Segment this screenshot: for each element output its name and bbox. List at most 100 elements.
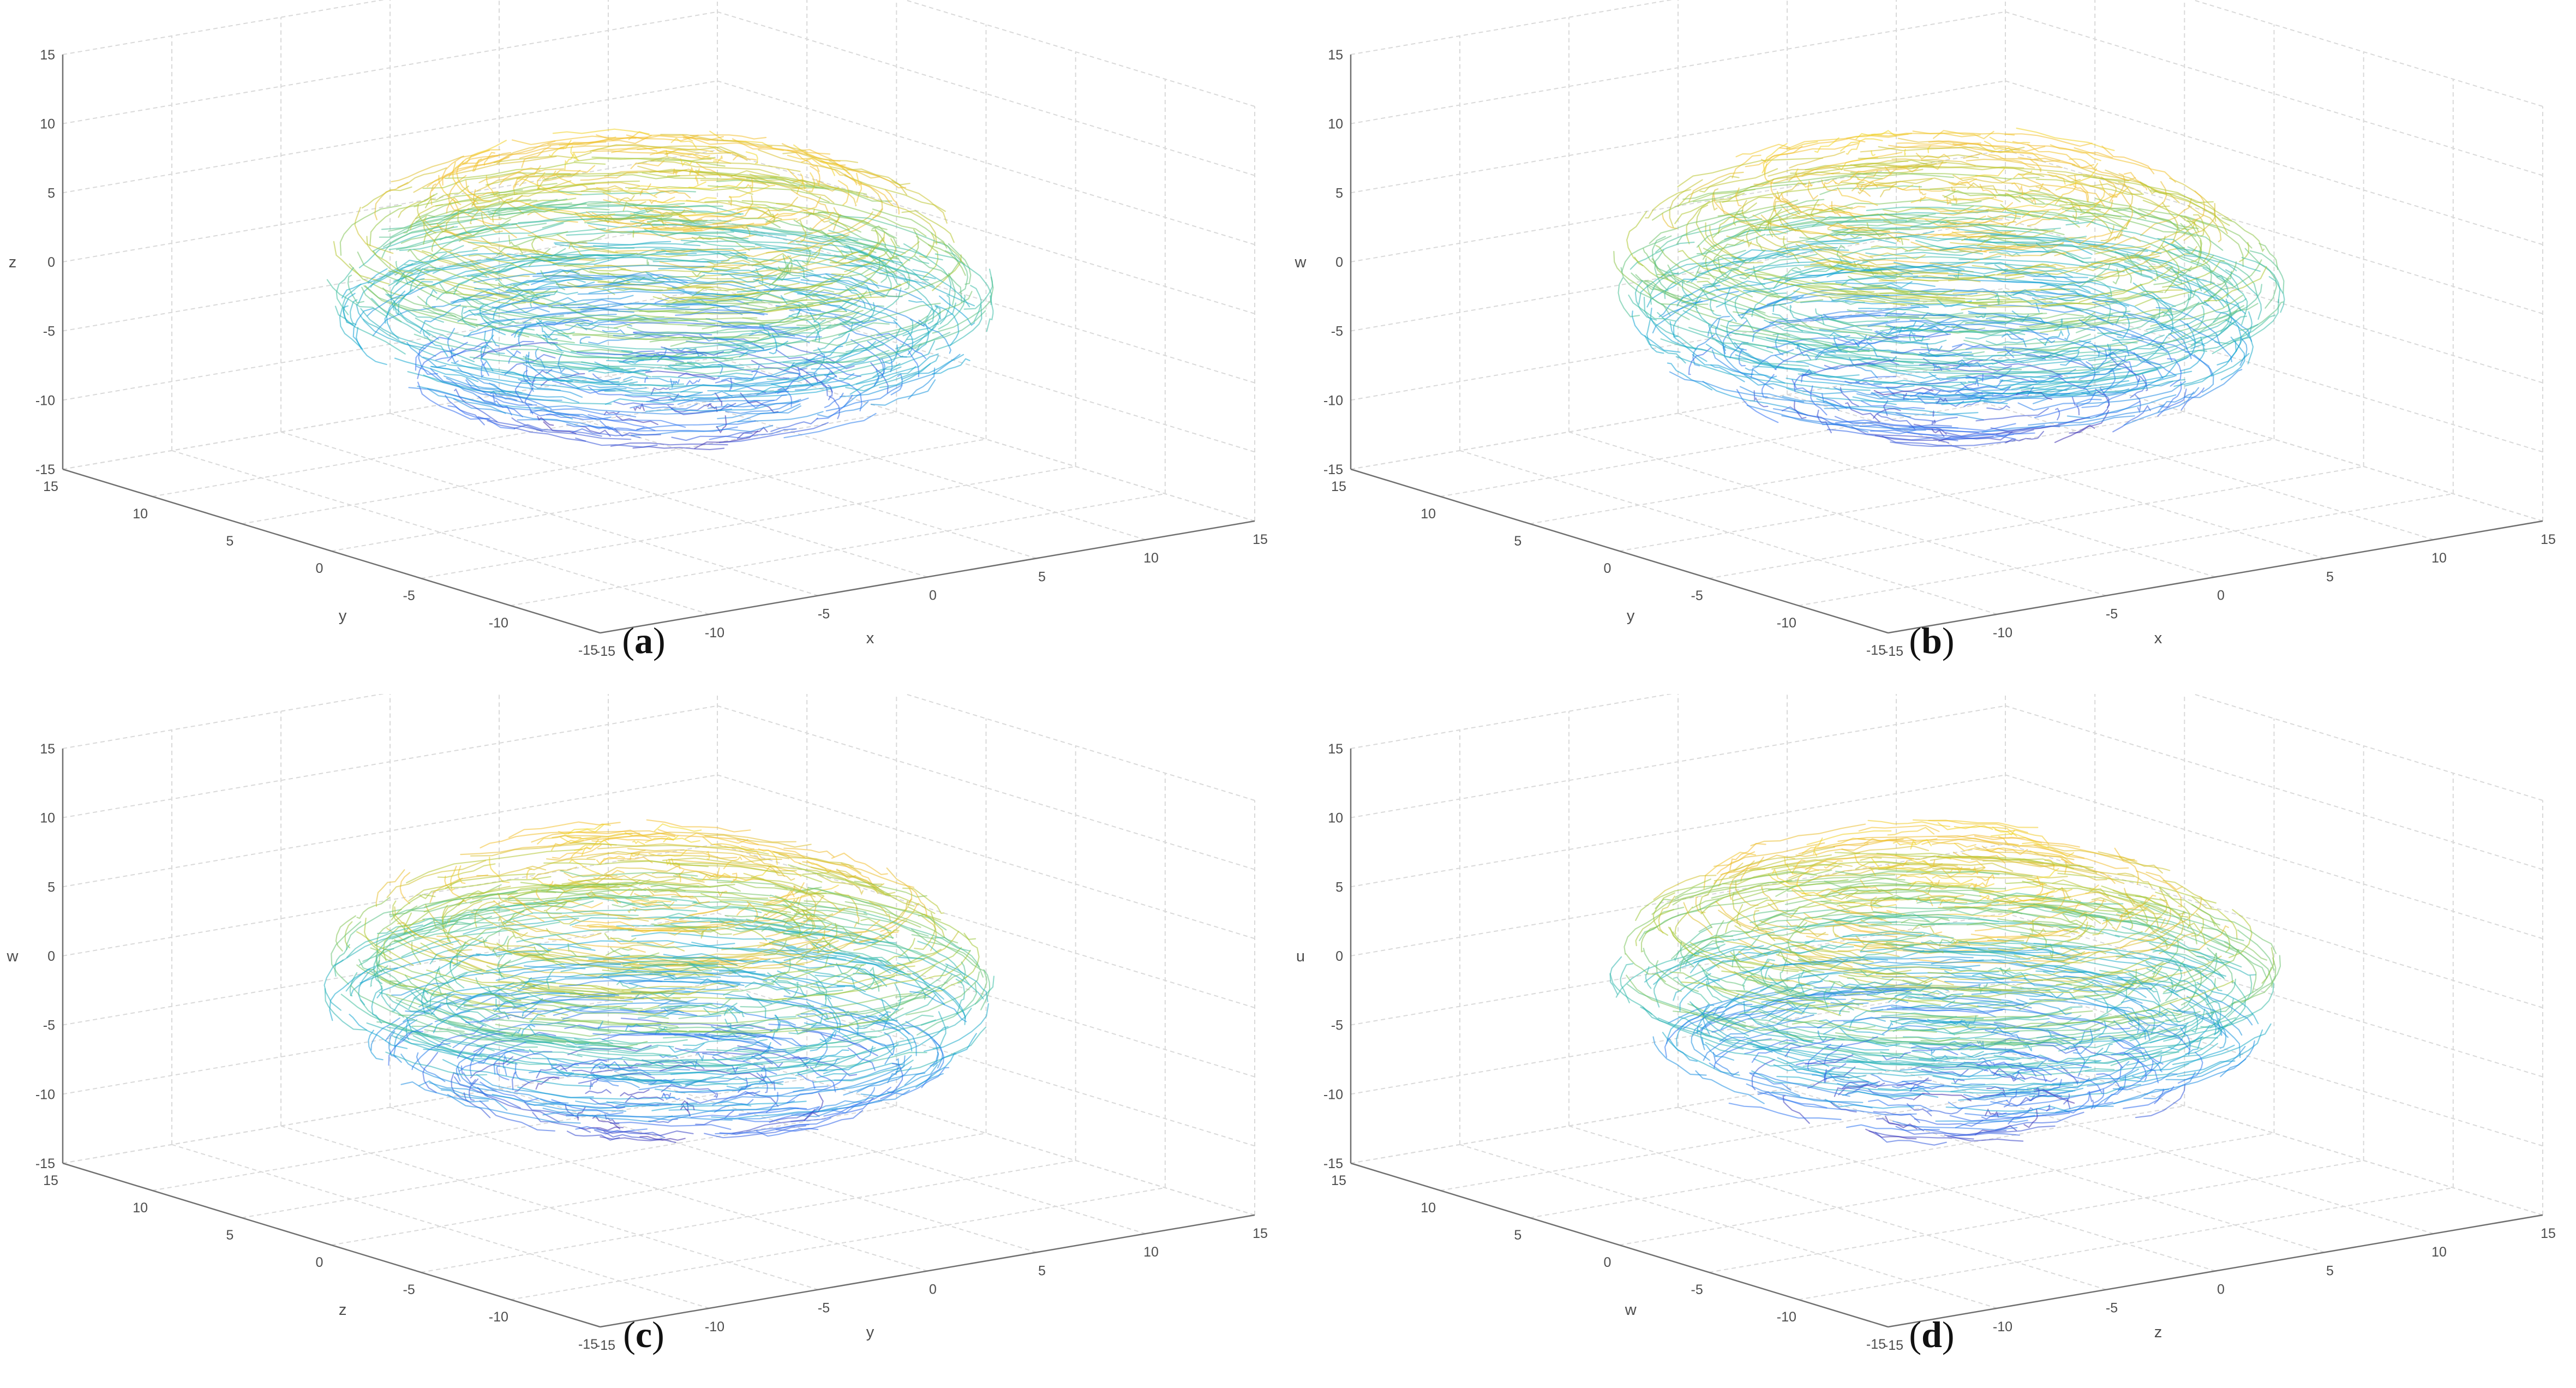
trajectory-segment: [809, 227, 894, 264]
trajectory-segment: [791, 333, 850, 367]
trajectory-segment: [817, 400, 869, 418]
trajectory-segment: [1792, 859, 1806, 874]
trajectory-segment: [2111, 1051, 2159, 1084]
trajectory-segment: [468, 254, 536, 274]
trajectory-segment: [745, 195, 753, 216]
trajectory-segment: [2143, 315, 2204, 335]
trajectory-segment: [1876, 853, 2074, 870]
trajectory-segment: [652, 293, 742, 302]
trajectory-segment: [823, 277, 873, 310]
trajectory-segment: [686, 340, 771, 352]
trajectory-segment: [638, 1010, 679, 1019]
trajectory-segment: [708, 185, 830, 203]
trajectory-segment: [468, 228, 606, 244]
trajectory-segment: [1968, 374, 2111, 387]
trajectory-segment: [1781, 198, 1881, 220]
x-axis-label: z: [2154, 1324, 2162, 1341]
y-tick-label: -5: [403, 1282, 415, 1297]
trajectory-segment: [631, 960, 759, 972]
trajectory-segment: [1644, 897, 1769, 934]
trajectory-segment: [828, 944, 891, 965]
trajectory-segment: [1912, 1043, 2015, 1052]
trajectory-segment: [1824, 1046, 1958, 1062]
trajectory-segment: [356, 931, 414, 966]
trajectory-segment: [367, 286, 424, 317]
trajectory-segment: [431, 225, 454, 252]
trajectory-segment: [645, 1003, 713, 1012]
trajectory-segment: [2163, 953, 2217, 993]
trajectory-segment: [636, 222, 658, 229]
trajectory-segment: [1729, 860, 1755, 900]
trajectory-segment: [931, 937, 980, 968]
trajectory-segment: [441, 886, 511, 919]
trajectory-segment: [2076, 381, 2186, 405]
trajectory-segment: [753, 322, 890, 345]
trajectory-segment: [1860, 919, 1922, 935]
trajectory-segment: [1858, 154, 1979, 159]
trajectory-segment: [914, 255, 962, 303]
trajectory-segment: [1842, 1081, 1869, 1090]
trajectory-segment: [908, 367, 936, 400]
trajectory-segment: [1621, 235, 1672, 272]
trajectory-segment: [492, 201, 685, 212]
trajectory-segment: [643, 223, 754, 231]
trajectory-segment: [868, 901, 891, 922]
trajectory-segment: [511, 318, 594, 336]
trajectory-segment: [1865, 1128, 1917, 1140]
trajectory-segment: [2029, 189, 2147, 220]
trajectory-segment: [1808, 316, 1926, 338]
trajectory-segment: [872, 208, 948, 249]
trajectory-segment: [1760, 886, 1779, 910]
trajectory-segment: [2017, 157, 2095, 169]
trajectory-segment: [2033, 930, 2047, 949]
trajectory-segment: [804, 360, 861, 378]
trajectory-segment: [963, 932, 980, 979]
trajectory-segment: [442, 1059, 593, 1087]
trajectory-segment: [532, 297, 577, 306]
trajectory-segment: [2191, 896, 2238, 940]
trajectory-segment: [1668, 257, 1742, 275]
trajectory-segment: [704, 200, 793, 212]
trajectory-segment: [804, 212, 850, 231]
trajectory-segment: [539, 998, 660, 1012]
trajectory-segment: [1950, 1020, 2076, 1040]
trajectory-segment: [824, 974, 952, 1020]
trajectory-segment: [735, 928, 882, 945]
trajectory-segment: [451, 362, 573, 382]
trajectory-segment: [1679, 935, 1733, 972]
trajectory-segment: [1696, 210, 1801, 248]
trajectory-segment: [2184, 369, 2243, 398]
trajectory-segment: [1655, 218, 1763, 253]
trajectory-segment: [816, 992, 898, 1021]
trajectory-segment: [2073, 185, 2088, 202]
trajectory-segment: [1733, 921, 1897, 941]
trajectory-segment: [1901, 1020, 1966, 1025]
trajectory-segment: [1978, 304, 2081, 313]
trajectory-segment: [2096, 986, 2128, 1020]
trajectory-segment: [519, 250, 666, 267]
trajectory-segment: [1958, 941, 2082, 955]
trajectory-segment: [838, 264, 975, 307]
trajectory-segment: [1910, 196, 2003, 204]
trajectory-segment: [340, 994, 429, 1036]
trajectory-segment: [736, 243, 819, 258]
trajectory-segment: [1790, 163, 1937, 174]
trajectory-segment: [717, 405, 801, 420]
trajectory-segment: [602, 280, 690, 289]
trajectory-segment: [530, 410, 597, 421]
trajectory-segment: [1909, 1086, 1919, 1092]
trajectory-segment: [776, 255, 787, 281]
trajectory-segment: [2203, 266, 2267, 302]
trajectory-segment: [600, 856, 653, 864]
trajectory-segment: [533, 866, 578, 879]
trajectory-segment: [650, 387, 670, 396]
trajectory-segment: [519, 143, 661, 159]
trajectory-segment: [2189, 1004, 2198, 1033]
trajectory-segment: [444, 161, 606, 179]
trajectory-segment: [1826, 262, 1965, 278]
trajectory-segment: [2012, 289, 2075, 302]
trajectory-segment: [1860, 968, 1903, 977]
trajectory-segment: [831, 852, 888, 876]
trajectory-segment: [355, 327, 387, 366]
trajectory-segment: [1823, 982, 1835, 1009]
